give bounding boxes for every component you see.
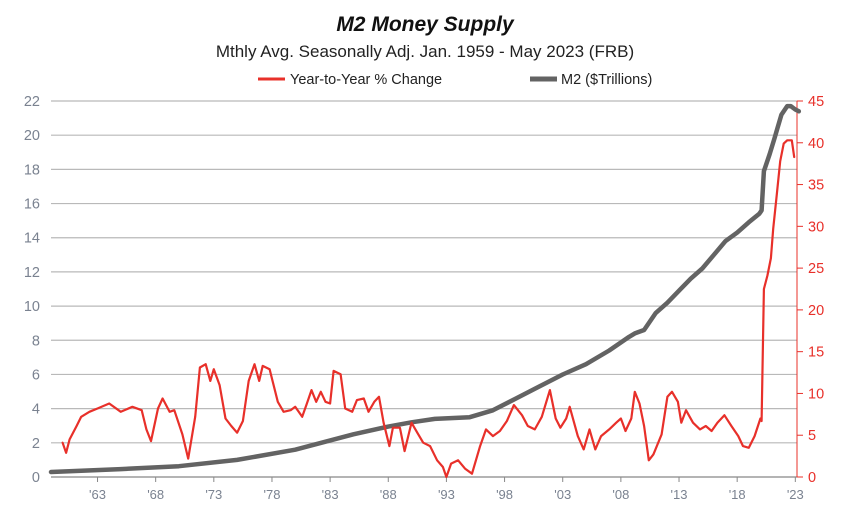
right-axis-tick-label: 15 xyxy=(808,345,824,361)
right-axis-tick-label: 0 xyxy=(808,470,816,486)
x-axis-tick-label: '23 xyxy=(787,487,804,502)
left-axis-tick-label: 16 xyxy=(24,197,40,213)
left-axis-tick-label: 14 xyxy=(24,231,40,247)
left-axis-tick-label: 18 xyxy=(24,162,40,178)
x-axis-tick-label: '73 xyxy=(205,487,222,502)
right-axis-tick-label: 5 xyxy=(808,428,816,444)
x-axis-tick-label: '13 xyxy=(671,487,688,502)
yoy-change-series-line xyxy=(61,139,796,479)
right-axis-tick-label: 45 xyxy=(808,94,824,110)
x-axis-tick-label: '63 xyxy=(89,487,106,502)
x-axis-tick-label: '08 xyxy=(612,487,629,502)
right-axis-tick-label: 20 xyxy=(808,303,824,319)
x-axis-tick-label: '98 xyxy=(496,487,513,502)
chart-subtitle: Mthly Avg. Seasonally Adj. Jan. 1959 - M… xyxy=(216,42,634,61)
x-axis-tick-label: '68 xyxy=(147,487,164,502)
x-axis-tick-label: '78 xyxy=(263,487,280,502)
left-axis-tick-label: 22 xyxy=(24,94,40,110)
left-axis-tick-label: 2 xyxy=(32,436,40,452)
legend-label-m2: M2 ($Trillions) xyxy=(561,72,652,88)
left-axis-tick-label: 12 xyxy=(24,265,40,281)
x-axis-tick-label: '88 xyxy=(380,487,397,502)
left-axis-tick-label: 10 xyxy=(24,299,40,315)
right-axis-tick-label: 25 xyxy=(808,261,824,277)
chart-title: M2 Money Supply xyxy=(336,13,515,36)
legend: Year-to-Year % Change M2 ($Trillions) xyxy=(258,72,652,88)
left-axis-tick-label: 8 xyxy=(32,333,40,349)
x-axis-tick-label: '03 xyxy=(554,487,571,502)
right-axis-tick-label: 10 xyxy=(808,386,824,402)
left-axis-tick-label: 6 xyxy=(32,367,40,383)
right-axis-tick-label: 40 xyxy=(808,136,824,152)
x-axis-tick-label: '18 xyxy=(729,487,746,502)
m2-series-line xyxy=(48,103,802,475)
x-axis-tick-label: '83 xyxy=(322,487,339,502)
right-axis-tick-label: 30 xyxy=(808,219,824,235)
right-axis-tick-label: 35 xyxy=(808,178,824,194)
left-axis-tick-label: 4 xyxy=(32,402,40,418)
left-axis-tick-label: 0 xyxy=(32,470,40,486)
legend-label-yoy: Year-to-Year % Change xyxy=(290,72,442,88)
left-axis-tick-label: 20 xyxy=(24,128,40,144)
x-axis-tick-label: '93 xyxy=(438,487,455,502)
